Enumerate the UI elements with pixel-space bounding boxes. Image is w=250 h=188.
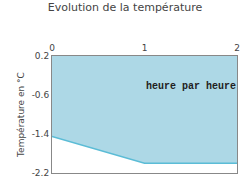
svg-text:1: 1 [142, 43, 148, 53]
svg-text:Evolution de la température: Evolution de la température [48, 1, 203, 14]
svg-text:0: 0 [49, 43, 55, 53]
svg-text:-0.6: -0.6 [32, 90, 50, 100]
svg-text:Température en °C: Température en °C [16, 72, 26, 158]
svg-text:heure par heure: heure par heure [146, 81, 236, 92]
svg-text:0.2: 0.2 [35, 51, 49, 61]
svg-text:-2.2: -2.2 [32, 168, 50, 178]
svg-text:2: 2 [234, 43, 240, 53]
svg-text:-1.4: -1.4 [32, 129, 50, 139]
